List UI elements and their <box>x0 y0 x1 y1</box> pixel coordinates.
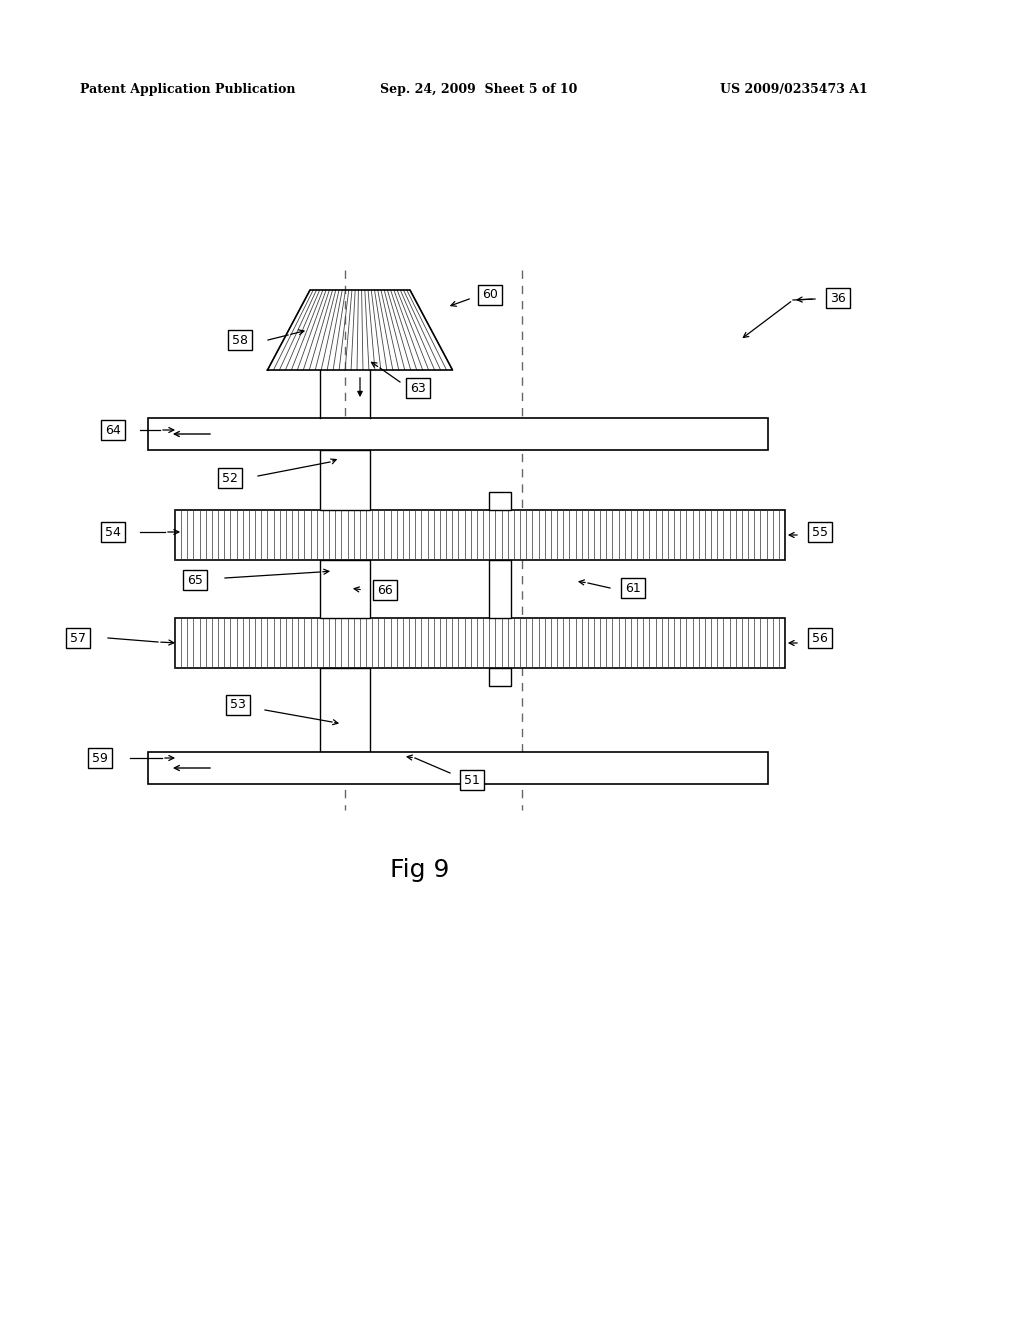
Text: 36: 36 <box>830 292 846 305</box>
Text: 52: 52 <box>222 471 238 484</box>
Bar <box>489 668 511 686</box>
Bar <box>175 618 785 668</box>
Text: 60: 60 <box>482 289 498 301</box>
Bar <box>148 752 768 784</box>
Bar <box>175 510 785 560</box>
Bar <box>489 492 511 510</box>
Text: 64: 64 <box>105 424 121 437</box>
Text: 51: 51 <box>464 774 480 787</box>
Bar <box>319 560 370 618</box>
Text: Fig 9: Fig 9 <box>390 858 450 882</box>
Text: 54: 54 <box>105 525 121 539</box>
Text: 63: 63 <box>411 381 426 395</box>
Text: 58: 58 <box>232 334 248 346</box>
Bar <box>148 418 768 450</box>
Bar <box>319 450 370 510</box>
Text: 57: 57 <box>70 631 86 644</box>
Text: 56: 56 <box>812 631 828 644</box>
Text: 53: 53 <box>230 698 246 711</box>
Text: 59: 59 <box>92 751 108 764</box>
Text: 61: 61 <box>625 582 641 594</box>
Text: Sep. 24, 2009  Sheet 5 of 10: Sep. 24, 2009 Sheet 5 of 10 <box>380 83 578 96</box>
Text: 55: 55 <box>812 525 828 539</box>
Text: 65: 65 <box>187 573 203 586</box>
Bar <box>489 560 511 618</box>
Text: US 2009/0235473 A1: US 2009/0235473 A1 <box>720 83 867 96</box>
Text: 66: 66 <box>377 583 393 597</box>
Bar <box>319 668 370 752</box>
Text: Patent Application Publication: Patent Application Publication <box>80 83 296 96</box>
